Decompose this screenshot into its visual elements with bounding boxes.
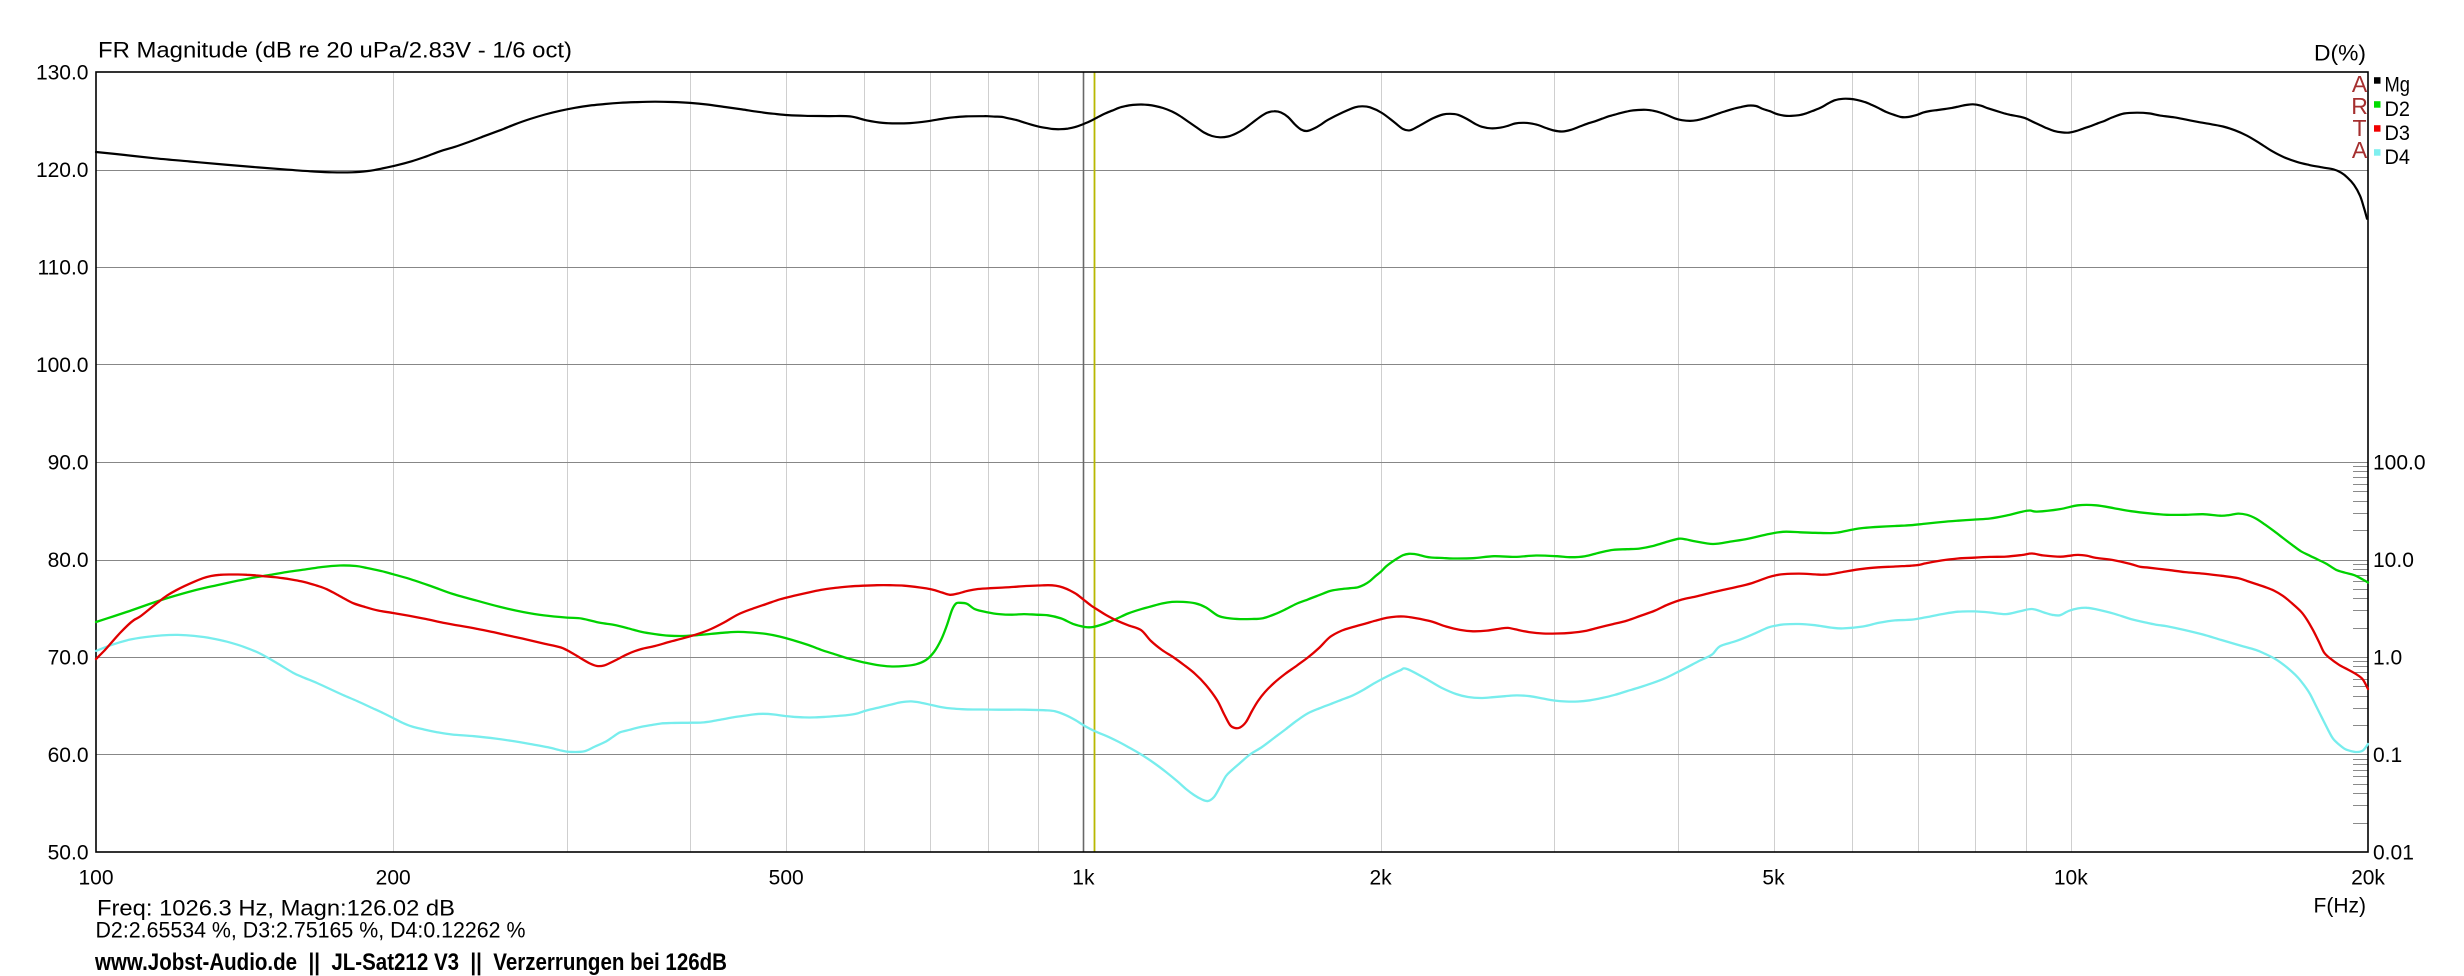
svg-text:D(%): D(%) [2314,41,2366,66]
svg-text:0.01: 0.01 [2373,842,2414,865]
svg-text:100.0: 100.0 [36,354,89,377]
svg-text:5k: 5k [1762,867,1785,890]
svg-text:110.0: 110.0 [38,257,89,280]
svg-text:D4: D4 [2385,146,2411,169]
svg-text:FR Magnitude (dB re 20 uPa/2.8: FR Magnitude (dB re 20 uPa/2.83V - 1/6 o… [98,38,572,63]
svg-text:D2: D2 [2385,98,2411,121]
svg-text:60.0: 60.0 [48,744,89,767]
svg-text:10.0: 10.0 [2373,549,2414,572]
svg-text:D2:2.65534 %, D3:2.75165 %, D4: D2:2.65534 %, D3:2.75165 %, D4:0.12262 % [96,917,526,942]
svg-text:100: 100 [78,867,113,890]
svg-text:10k: 10k [2054,867,2088,890]
svg-text:A: A [2352,137,2368,163]
svg-text:70.0: 70.0 [48,647,89,670]
svg-text:F(Hz): F(Hz) [2314,895,2366,918]
svg-text:R: R [2351,93,2368,119]
svg-text:200: 200 [376,867,411,890]
svg-text:0.1: 0.1 [2373,744,2402,767]
svg-text:130.0: 130.0 [36,62,89,85]
svg-text:100.0: 100.0 [2373,452,2426,475]
svg-text:20k: 20k [2351,867,2385,890]
svg-text:50.0: 50.0 [48,842,89,865]
svg-text:A: A [2352,71,2368,97]
svg-text:500: 500 [769,867,804,890]
svg-text:www.Jobst-Audio.de || JL-Sat: www.Jobst-Audio.de || JL-Sat212 V3 || Ve… [94,949,727,976]
svg-text:Freq: 1026.3 Hz, Magn:126.02 d: Freq: 1026.3 Hz, Magn:126.02 dB [97,895,455,920]
svg-text:90.0: 90.0 [48,452,89,475]
svg-text:T: T [2352,115,2366,141]
svg-text:2k: 2k [1370,867,1393,890]
svg-text:120.0: 120.0 [36,159,89,182]
svg-text:80.0: 80.0 [48,549,89,572]
svg-text:D3: D3 [2385,122,2411,145]
svg-text:Mg: Mg [2385,74,2411,97]
svg-text:1.0: 1.0 [2373,647,2402,670]
svg-text:1k: 1k [1072,867,1095,890]
